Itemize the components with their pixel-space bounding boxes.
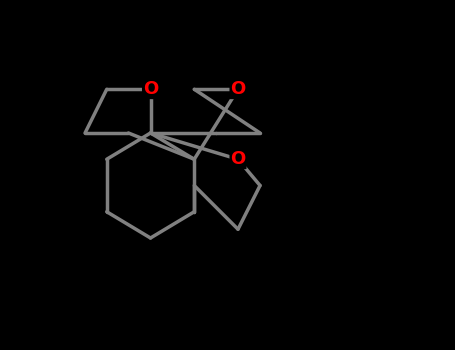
Text: O: O xyxy=(230,80,246,98)
Text: O: O xyxy=(230,150,246,168)
Text: O: O xyxy=(143,80,158,98)
